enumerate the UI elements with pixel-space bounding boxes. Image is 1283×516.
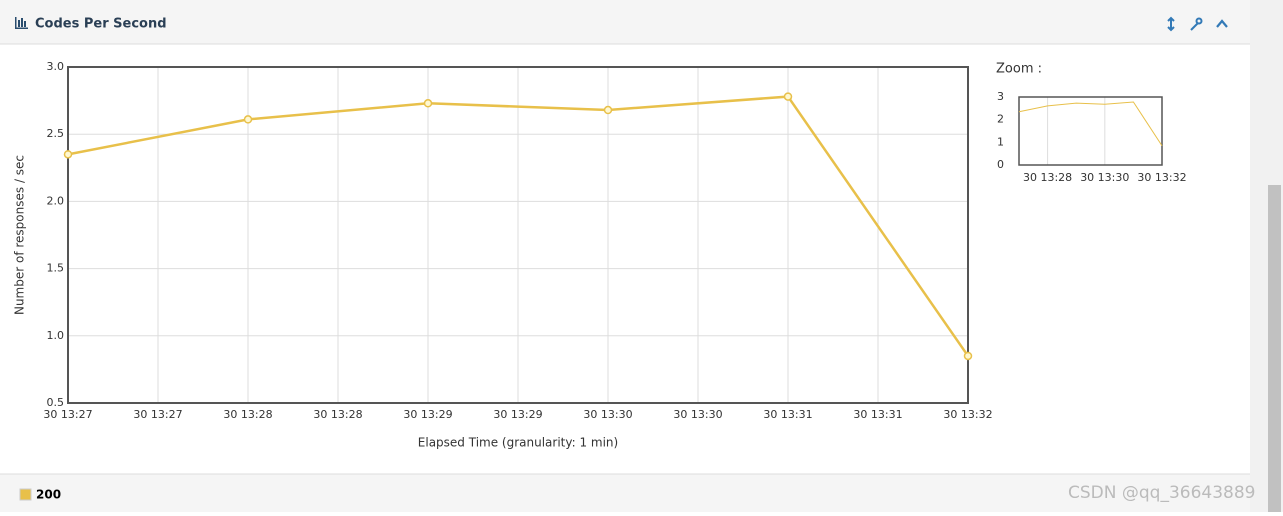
y-tick-label: 2.5: [47, 127, 65, 140]
series-line: [1018, 101, 1163, 147]
plot-border: [1018, 96, 1163, 166]
x-tick-label: 30 13:30: [583, 408, 632, 421]
panel-title: Codes Per Second: [35, 17, 167, 32]
y-tick-label: 2: [997, 113, 1004, 126]
x-axis-label: Elapsed Time (granularity: 1 min): [418, 436, 618, 450]
data-point: [423, 99, 433, 108]
legend-label: 200: [36, 488, 61, 502]
settings-icon[interactable]: [1190, 17, 1203, 31]
y-tick-label: 1.5: [47, 262, 65, 275]
x-tick-label: 30 13:28: [1023, 171, 1072, 184]
y-tick-label: 3: [997, 90, 1004, 103]
resize-icon[interactable]: [1167, 16, 1175, 32]
chart-icon: [15, 17, 28, 29]
data-point: [603, 105, 613, 115]
data-point: [963, 351, 973, 361]
legend-bar: [0, 474, 1250, 512]
x-tick-label: 30 13:28: [223, 408, 272, 421]
data-point: [783, 92, 793, 101]
data-point: [243, 115, 253, 124]
scrollbar-thumb[interactable]: [1268, 185, 1281, 512]
y-tick-label: 1.0: [47, 329, 65, 342]
y-tick-label: 3.0: [47, 60, 65, 73]
series-line: [67, 95, 970, 357]
y-tick-label: 0.5: [47, 396, 65, 409]
x-tick-label: 30 13:27: [133, 408, 182, 421]
x-tick-label: 30 13:28: [313, 408, 362, 421]
x-tick-label: 30 13:31: [853, 408, 902, 421]
y-tick-label: 1: [997, 135, 1004, 148]
x-tick-label: 30 13:29: [493, 408, 542, 421]
x-tick-label: 30 13:32: [1137, 171, 1186, 184]
x-tick-label: 30 13:31: [763, 408, 812, 421]
y-tick-label: 2.0: [47, 194, 65, 207]
zoom-title: Zoom :: [996, 62, 1042, 77]
plot-border: [67, 66, 969, 404]
x-tick-label: 30 13:30: [1080, 171, 1129, 184]
x-tick-label: 30 13:27: [43, 408, 92, 421]
x-tick-label: 30 13:29: [403, 408, 452, 421]
y-axis-label: Number of responses / sec: [13, 155, 27, 315]
watermark: CSDN @qq_36643889: [1068, 483, 1255, 503]
collapse-icon[interactable]: [1216, 19, 1228, 28]
x-tick-label: 30 13:32: [943, 408, 992, 421]
panel-header: [0, 0, 1250, 44]
legend-swatch: [19, 488, 32, 501]
x-tick-label: 30 13:30: [673, 408, 722, 421]
data-point: [63, 150, 73, 159]
y-tick-label: 0: [997, 158, 1004, 171]
